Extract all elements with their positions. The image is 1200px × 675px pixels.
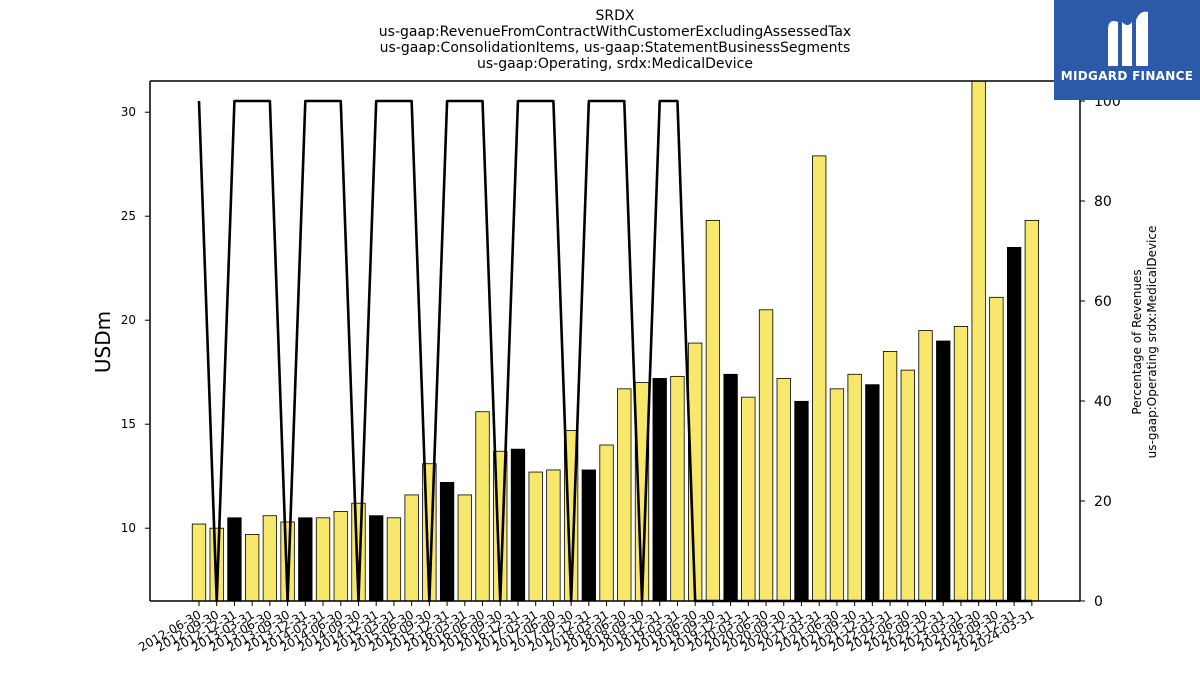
bar <box>599 444 614 602</box>
title-line: us-gaap:RevenueFromContractWithCustomerE… <box>379 24 851 40</box>
logo-text: MIDGARD FINANCE <box>1060 69 1194 83</box>
y2-tick-label: 0 <box>1094 594 1103 610</box>
logo: MIDGARD FINANCE <box>1054 0 1200 100</box>
bar <box>298 517 313 602</box>
y-axis-label: USDm <box>91 311 115 373</box>
bar <box>652 378 667 602</box>
bar <box>1024 219 1039 602</box>
title-line: us-gaap:ConsolidationItems, us-gaap:Stat… <box>380 40 851 56</box>
logo-mark-icon <box>1108 11 1148 66</box>
y2-tick-label: 60 <box>1094 294 1112 310</box>
y-axis-ticks: 10 15 20 25 30 <box>121 105 150 535</box>
bar <box>758 309 774 602</box>
y2-tick-label: 40 <box>1094 394 1112 410</box>
y2-axis-label-line: Percentage of Revenues <box>1130 269 1144 414</box>
bar <box>315 517 331 602</box>
bar-series <box>191 80 1039 602</box>
bar <box>900 369 915 602</box>
bar <box>386 517 402 602</box>
bar <box>227 517 242 602</box>
bar <box>581 469 596 602</box>
y2-tick-label: 80 <box>1094 194 1112 210</box>
bar <box>989 296 1004 602</box>
bar <box>829 388 845 602</box>
bar <box>439 482 455 602</box>
y-tick-label: 20 <box>121 313 136 327</box>
bar <box>262 515 278 602</box>
chart-title: SRDXus-gaap:RevenueFromContractWithCusto… <box>379 8 851 72</box>
bar <box>528 471 543 602</box>
bar <box>882 350 898 602</box>
title-line: SRDX <box>596 8 635 24</box>
bar <box>333 511 348 602</box>
y-tick-label: 15 <box>121 417 136 431</box>
bar <box>971 80 986 602</box>
y-tick-label: 30 <box>121 105 136 119</box>
bar <box>510 448 526 602</box>
y2-axis-label-line: us-gaap:Operating srdx:MedicalDevice <box>1145 226 1159 459</box>
bar <box>776 378 791 602</box>
y-tick-label: 10 <box>121 521 136 535</box>
y2-tick-label: 20 <box>1094 494 1112 510</box>
y2-axis-label: Percentage of Revenues us-gaap:Operating … <box>1130 226 1159 459</box>
bar <box>670 375 685 602</box>
bar <box>847 373 862 602</box>
bar <box>865 384 880 602</box>
bar <box>953 326 969 602</box>
bar <box>1006 246 1022 602</box>
bar <box>245 534 260 602</box>
bar <box>404 494 419 602</box>
bar <box>741 396 756 602</box>
bar <box>705 219 721 602</box>
bar <box>546 469 561 602</box>
bar <box>794 400 809 602</box>
title-line: us-gaap:Operating, srdx:MedicalDevice <box>477 56 753 72</box>
bar <box>812 155 827 602</box>
bar <box>723 373 738 602</box>
y-tick-label: 25 <box>121 209 136 223</box>
bar <box>617 388 632 602</box>
bar <box>369 515 384 602</box>
bar <box>936 340 951 602</box>
bar <box>475 411 490 602</box>
bar <box>918 330 933 602</box>
bar <box>457 494 472 602</box>
bar <box>191 523 207 602</box>
x-axis-ticks: 2012-06-302012-09-302012-12-312013-03-31… <box>136 601 1036 654</box>
